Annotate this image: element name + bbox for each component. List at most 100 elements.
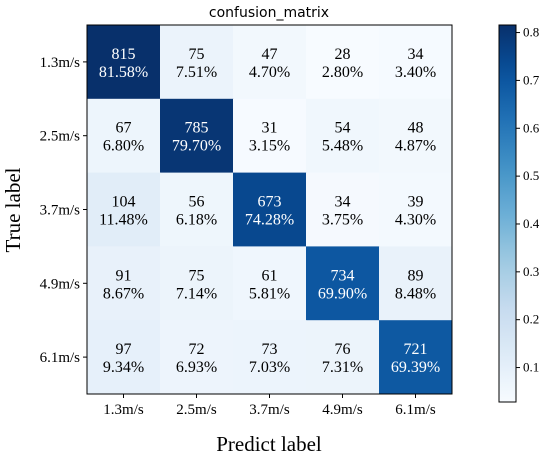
cell-percent-label: 4.30% (395, 212, 436, 229)
cell-percent-label: 2.80% (322, 64, 363, 81)
y-tick-label: 1.3m/s (40, 55, 81, 71)
cell-percent-label: 6.80% (103, 138, 144, 155)
heatmap-cell (160, 25, 234, 100)
cell-percent-label: 8.48% (395, 285, 436, 302)
cell-count-label: 75 (189, 267, 205, 284)
heatmap-cell (233, 25, 307, 100)
y-tick-label: 4.9m/s (40, 276, 81, 292)
cell-count-label: 785 (185, 120, 209, 137)
colorbar-gradient (498, 24, 517, 403)
heatmap-cell (379, 246, 453, 321)
heatmap-cell (87, 320, 161, 395)
x-axis: 1.3m/s 2.5m/s 3.7m/s 4.9m/s 6.1m/s (103, 394, 436, 418)
cell-percent-label: 3.75% (322, 212, 363, 229)
heatmap-cell (306, 172, 380, 247)
heatmap-cell (379, 98, 453, 174)
colorbar-tick-label: 0.3 (523, 264, 539, 279)
cell-percent-label: 7.31% (322, 359, 363, 376)
heatmap-cell (160, 246, 234, 321)
cell-count-label: 75 (189, 46, 205, 63)
cell-count-label: 61 (262, 267, 278, 284)
cell-percent-label: 5.48% (322, 138, 363, 155)
colorbar: 0.1 0.2 0.3 0.4 0.5 0.6 0.7 0.8 (498, 24, 540, 403)
x-tick-label: 1.3m/s (103, 402, 144, 418)
y-axis-label: True label (1, 167, 25, 252)
cell-count-label: 47 (262, 46, 278, 63)
heatmap-cell (306, 320, 380, 395)
cell-percent-label: 5.81% (249, 285, 290, 302)
heatmap-cell (87, 246, 161, 321)
cell-percent-label: 69.90% (318, 285, 367, 302)
heatmap-cell (306, 98, 380, 174)
heatmap-cell (233, 320, 307, 395)
cell-count-label: 734 (331, 267, 355, 284)
cell-percent-label: 69.39% (391, 359, 440, 376)
cell-count-label: 89 (408, 267, 424, 284)
cell-percent-label: 9.34% (103, 359, 144, 376)
cell-percent-label: 74.28% (245, 212, 294, 229)
cell-count-label: 34 (408, 46, 424, 63)
cell-count-label: 54 (335, 120, 351, 137)
cell-count-label: 56 (189, 194, 205, 211)
y-tick-label: 6.1m/s (40, 350, 81, 366)
cell-count-label: 104 (112, 194, 136, 211)
heatmap-cells: 81581.58%757.51%474.70%282.80%343.40%676… (87, 25, 453, 395)
heatmap-cell (160, 320, 234, 395)
cell-count-label: 39 (408, 194, 424, 211)
cell-count-label: 97 (116, 341, 132, 358)
cell-count-label: 76 (335, 341, 351, 358)
cell-count-label: 815 (112, 46, 136, 63)
heatmap-cell (160, 98, 234, 174)
cell-count-label: 34 (335, 194, 351, 211)
cell-percent-label: 79.70% (172, 138, 221, 155)
cell-percent-label: 3.15% (249, 138, 290, 155)
cell-count-label: 67 (116, 120, 132, 137)
colorbar-tick-label: 0.5 (523, 168, 539, 183)
y-axis: 1.3m/s 2.5m/s 3.7m/s 4.9m/s 6.1m/s (40, 55, 87, 366)
cell-count-label: 72 (189, 341, 205, 358)
heatmap-cell (379, 172, 453, 247)
cell-count-label: 73 (262, 341, 278, 358)
cell-percent-label: 11.48% (99, 212, 148, 229)
colorbar-tick-label: 0.2 (523, 312, 539, 327)
heatmap-cell (306, 246, 380, 321)
colorbar-tick-label: 0.6 (523, 120, 540, 135)
heatmap-cell (87, 172, 161, 247)
y-tick-label: 3.7m/s (40, 203, 81, 219)
cell-count-label: 91 (116, 267, 132, 284)
cell-percent-label: 6.93% (176, 359, 217, 376)
x-tick-label: 3.7m/s (249, 402, 290, 418)
heatmap-cell (379, 25, 453, 100)
cell-percent-label: 3.40% (395, 64, 436, 81)
colorbar-tick-label: 0.4 (523, 216, 540, 231)
heatmap-cell (379, 320, 453, 395)
heatmap-cell (306, 25, 380, 100)
heatmap-cell (233, 172, 307, 247)
cell-count-label: 721 (404, 341, 428, 358)
cell-percent-label: 81.58% (99, 64, 148, 81)
cell-percent-label: 7.14% (176, 285, 217, 302)
heatmap-cell (87, 98, 161, 174)
cell-percent-label: 7.03% (249, 359, 290, 376)
heatmap-cell (87, 25, 161, 100)
heatmap-cell (160, 172, 234, 247)
cell-percent-label: 4.70% (249, 64, 290, 81)
colorbar-tick-label: 0.7 (523, 72, 540, 87)
cell-count-label: 673 (258, 194, 282, 211)
cell-count-label: 28 (335, 46, 351, 63)
x-axis-label: Predict label (216, 432, 322, 456)
cell-percent-label: 6.18% (176, 212, 217, 229)
x-tick-label: 6.1m/s (395, 402, 436, 418)
x-tick-label: 2.5m/s (176, 402, 217, 418)
cell-count-label: 31 (262, 120, 278, 137)
y-tick-label: 2.5m/s (40, 129, 81, 145)
cell-percent-label: 8.67% (103, 285, 144, 302)
heatmap-cell (233, 246, 307, 321)
colorbar-tick-label: 0.1 (523, 360, 539, 375)
cell-percent-label: 7.51% (176, 64, 217, 81)
cell-percent-label: 4.87% (395, 138, 436, 155)
cell-count-label: 48 (408, 120, 424, 137)
chart-title: confusion_matrix (209, 5, 329, 21)
x-tick-label: 4.9m/s (322, 402, 363, 418)
